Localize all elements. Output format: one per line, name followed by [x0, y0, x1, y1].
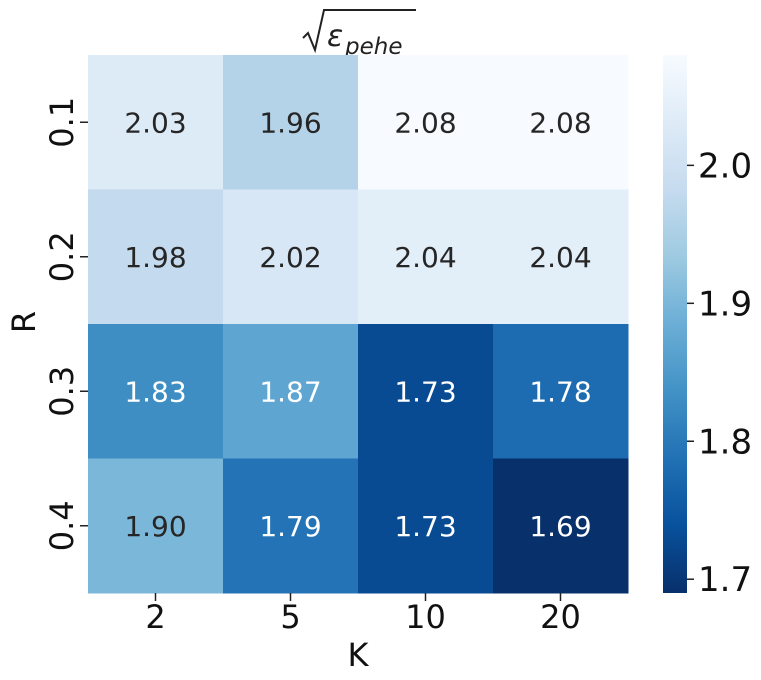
heatmap-cell [223, 189, 359, 325]
heatmap-cell [88, 458, 224, 594]
cell-value-label: 1.79 [259, 510, 321, 543]
heatmap-cell [493, 55, 629, 190]
heatmap-cell [493, 324, 629, 459]
cell-value-label: 2.04 [394, 241, 456, 274]
colorbar-tick-label: 1.9 [698, 284, 752, 324]
heatmap-cell [223, 324, 359, 459]
cell-value-label: 1.90 [124, 510, 186, 543]
colorbar-tick-label: 1.8 [698, 422, 752, 462]
y-tick-label: 0.1 [43, 97, 81, 148]
cell-value-label: 1.73 [394, 510, 456, 543]
y-tick-label: 0.3 [43, 366, 81, 417]
heatmap-cell [88, 189, 224, 325]
heatmap-cell [358, 55, 494, 190]
cell-value-label: 1.73 [394, 375, 456, 408]
y-tick-label: 0.4 [43, 500, 81, 551]
y-tick-label: 0.2 [43, 231, 81, 282]
x-axis-ticks: 2 5 10 20 [145, 593, 581, 636]
cell-value-label: 1.96 [259, 106, 321, 139]
cell-value-label: 2.08 [394, 106, 456, 139]
colorbar-tick-label: 1.7 [698, 560, 752, 600]
x-tick-label: 20 [540, 598, 581, 636]
heatmap-cell [88, 324, 224, 459]
y-axis-label: R [5, 311, 43, 333]
heatmap-cell [223, 55, 359, 190]
x-tick-label: 2 [145, 598, 165, 636]
cell-value-label: 1.83 [124, 375, 186, 408]
heatmap-cells: 2.03 1.96 2.08 2.08 1.98 2.02 2.04 2.04 1.83 1.87… [88, 55, 629, 594]
colorbar [663, 55, 687, 593]
cell-value-label: 1.78 [529, 375, 591, 408]
heatmap-cell [223, 458, 359, 594]
x-tick-label: 5 [280, 598, 300, 636]
cell-value-label: 1.87 [259, 375, 321, 408]
heatmap-cell [493, 189, 629, 325]
cell-value-label: 2.02 [259, 241, 321, 274]
heatmap-cell [358, 324, 494, 459]
heatmap-cell [358, 458, 494, 594]
heatmap-cell [493, 458, 629, 594]
sqrt-symbol [302, 9, 416, 54]
heatmap-cell [358, 189, 494, 325]
cell-value-label: 2.03 [124, 106, 186, 139]
colorbar-ticks: 1.7 1.8 1.9 2.0 [687, 146, 752, 600]
colorbar-tick-label: 2.0 [698, 146, 752, 186]
x-tick-label: 10 [405, 598, 446, 636]
cell-value-label: 2.08 [529, 106, 591, 139]
x-axis-label: K [348, 636, 370, 674]
chart-title-text: ε [327, 19, 343, 54]
cell-value-label: 1.98 [124, 241, 186, 274]
chart-title: ε pehe [302, 9, 416, 60]
heatmap-cell [88, 55, 224, 190]
cell-value-label: 1.69 [529, 510, 591, 543]
y-axis-ticks: 0.1 0.2 0.3 0.4 [43, 97, 88, 551]
cell-value-label: 2.04 [529, 241, 591, 274]
